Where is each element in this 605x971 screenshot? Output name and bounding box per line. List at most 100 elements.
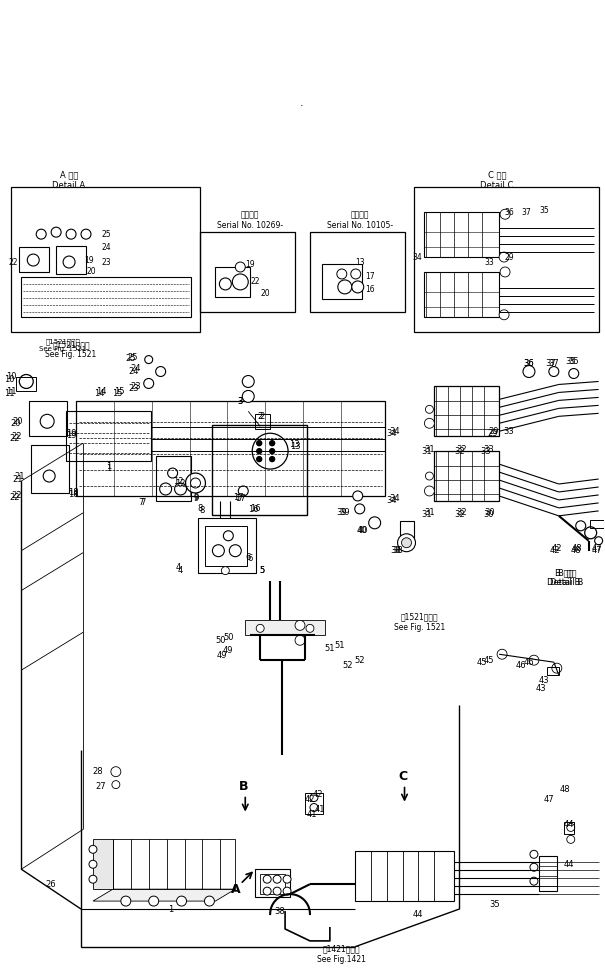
Circle shape (252, 433, 288, 469)
Circle shape (500, 267, 510, 277)
Bar (16, 377, 36, 391)
Polygon shape (93, 839, 113, 889)
Circle shape (168, 468, 178, 478)
Text: 20: 20 (260, 289, 270, 298)
Bar (260, 874, 285, 894)
Bar (11, 187, 200, 332)
Text: 42: 42 (313, 790, 323, 799)
Bar (414, 187, 598, 332)
Circle shape (529, 655, 539, 665)
Bar (539, 856, 557, 891)
Text: 37: 37 (546, 359, 556, 368)
Circle shape (351, 269, 361, 279)
Text: 20: 20 (86, 267, 96, 277)
Circle shape (270, 449, 275, 453)
Circle shape (112, 781, 120, 788)
Text: 23: 23 (131, 382, 141, 391)
Text: 12: 12 (173, 477, 184, 486)
Circle shape (256, 624, 264, 632)
Text: 7: 7 (140, 498, 145, 508)
Circle shape (242, 376, 254, 387)
Text: 24: 24 (101, 243, 111, 251)
Text: 35: 35 (569, 357, 579, 366)
Circle shape (121, 896, 131, 906)
Text: 29: 29 (504, 252, 514, 261)
Text: 41: 41 (315, 805, 325, 814)
Circle shape (425, 405, 433, 414)
Text: 13: 13 (355, 257, 365, 266)
Text: 14: 14 (94, 389, 104, 398)
Text: 50: 50 (215, 636, 226, 645)
Bar (434, 452, 499, 501)
Circle shape (552, 663, 562, 673)
Bar (212, 425, 307, 515)
Text: 45: 45 (484, 655, 494, 665)
Circle shape (81, 229, 91, 239)
Text: B 詳図
Detail B: B 詳図 Detail B (547, 568, 580, 587)
Text: A: A (231, 883, 240, 895)
Text: 34: 34 (413, 252, 422, 261)
Circle shape (530, 877, 538, 886)
Text: 35: 35 (539, 206, 549, 215)
Circle shape (310, 793, 318, 801)
Bar (547, 667, 559, 675)
Text: 4: 4 (176, 563, 181, 572)
Text: 32: 32 (456, 445, 466, 453)
Text: 21: 21 (14, 472, 25, 481)
Circle shape (295, 620, 305, 630)
Text: 28: 28 (93, 767, 103, 776)
Circle shape (155, 366, 166, 377)
Circle shape (567, 823, 575, 831)
Bar (590, 519, 604, 528)
Text: 1: 1 (106, 463, 111, 473)
Text: 36: 36 (504, 208, 514, 217)
Text: 20: 20 (12, 417, 22, 426)
Circle shape (270, 441, 275, 446)
Text: 31: 31 (421, 511, 432, 519)
Bar (355, 852, 454, 901)
Text: 8: 8 (200, 507, 205, 516)
Circle shape (337, 269, 347, 279)
Bar (155, 456, 191, 501)
Circle shape (338, 280, 352, 294)
Text: 47: 47 (591, 544, 602, 553)
Text: 35: 35 (566, 357, 576, 366)
Circle shape (283, 887, 291, 895)
Text: 13: 13 (289, 440, 299, 449)
Text: 37: 37 (549, 359, 559, 368)
Text: 2: 2 (260, 412, 265, 420)
Text: 44: 44 (563, 859, 574, 869)
Bar (19, 247, 49, 272)
Circle shape (175, 483, 186, 495)
Circle shape (186, 473, 206, 493)
Circle shape (89, 875, 97, 884)
Text: 48: 48 (560, 786, 570, 794)
Circle shape (567, 835, 575, 844)
Circle shape (232, 274, 248, 290)
Bar (31, 445, 69, 493)
Text: 51: 51 (335, 641, 345, 650)
Circle shape (257, 449, 262, 453)
Circle shape (111, 767, 121, 777)
Circle shape (273, 887, 281, 895)
Circle shape (238, 486, 248, 496)
Bar (425, 213, 499, 257)
Bar (255, 415, 270, 429)
Text: 47: 47 (543, 795, 554, 804)
Text: B: B (238, 780, 248, 793)
Text: 38: 38 (392, 547, 403, 555)
Circle shape (221, 567, 229, 575)
Text: 49: 49 (217, 651, 227, 659)
Polygon shape (93, 889, 235, 901)
Text: 34: 34 (386, 496, 397, 506)
Text: 15: 15 (114, 386, 124, 396)
Text: 34: 34 (386, 429, 397, 438)
Circle shape (295, 635, 305, 646)
Circle shape (425, 419, 434, 428)
Text: 5: 5 (260, 566, 265, 575)
Text: 1: 1 (106, 461, 111, 471)
Text: 50: 50 (223, 633, 234, 642)
Text: 34: 34 (389, 426, 400, 436)
Circle shape (306, 624, 314, 632)
Text: 33: 33 (504, 426, 514, 436)
